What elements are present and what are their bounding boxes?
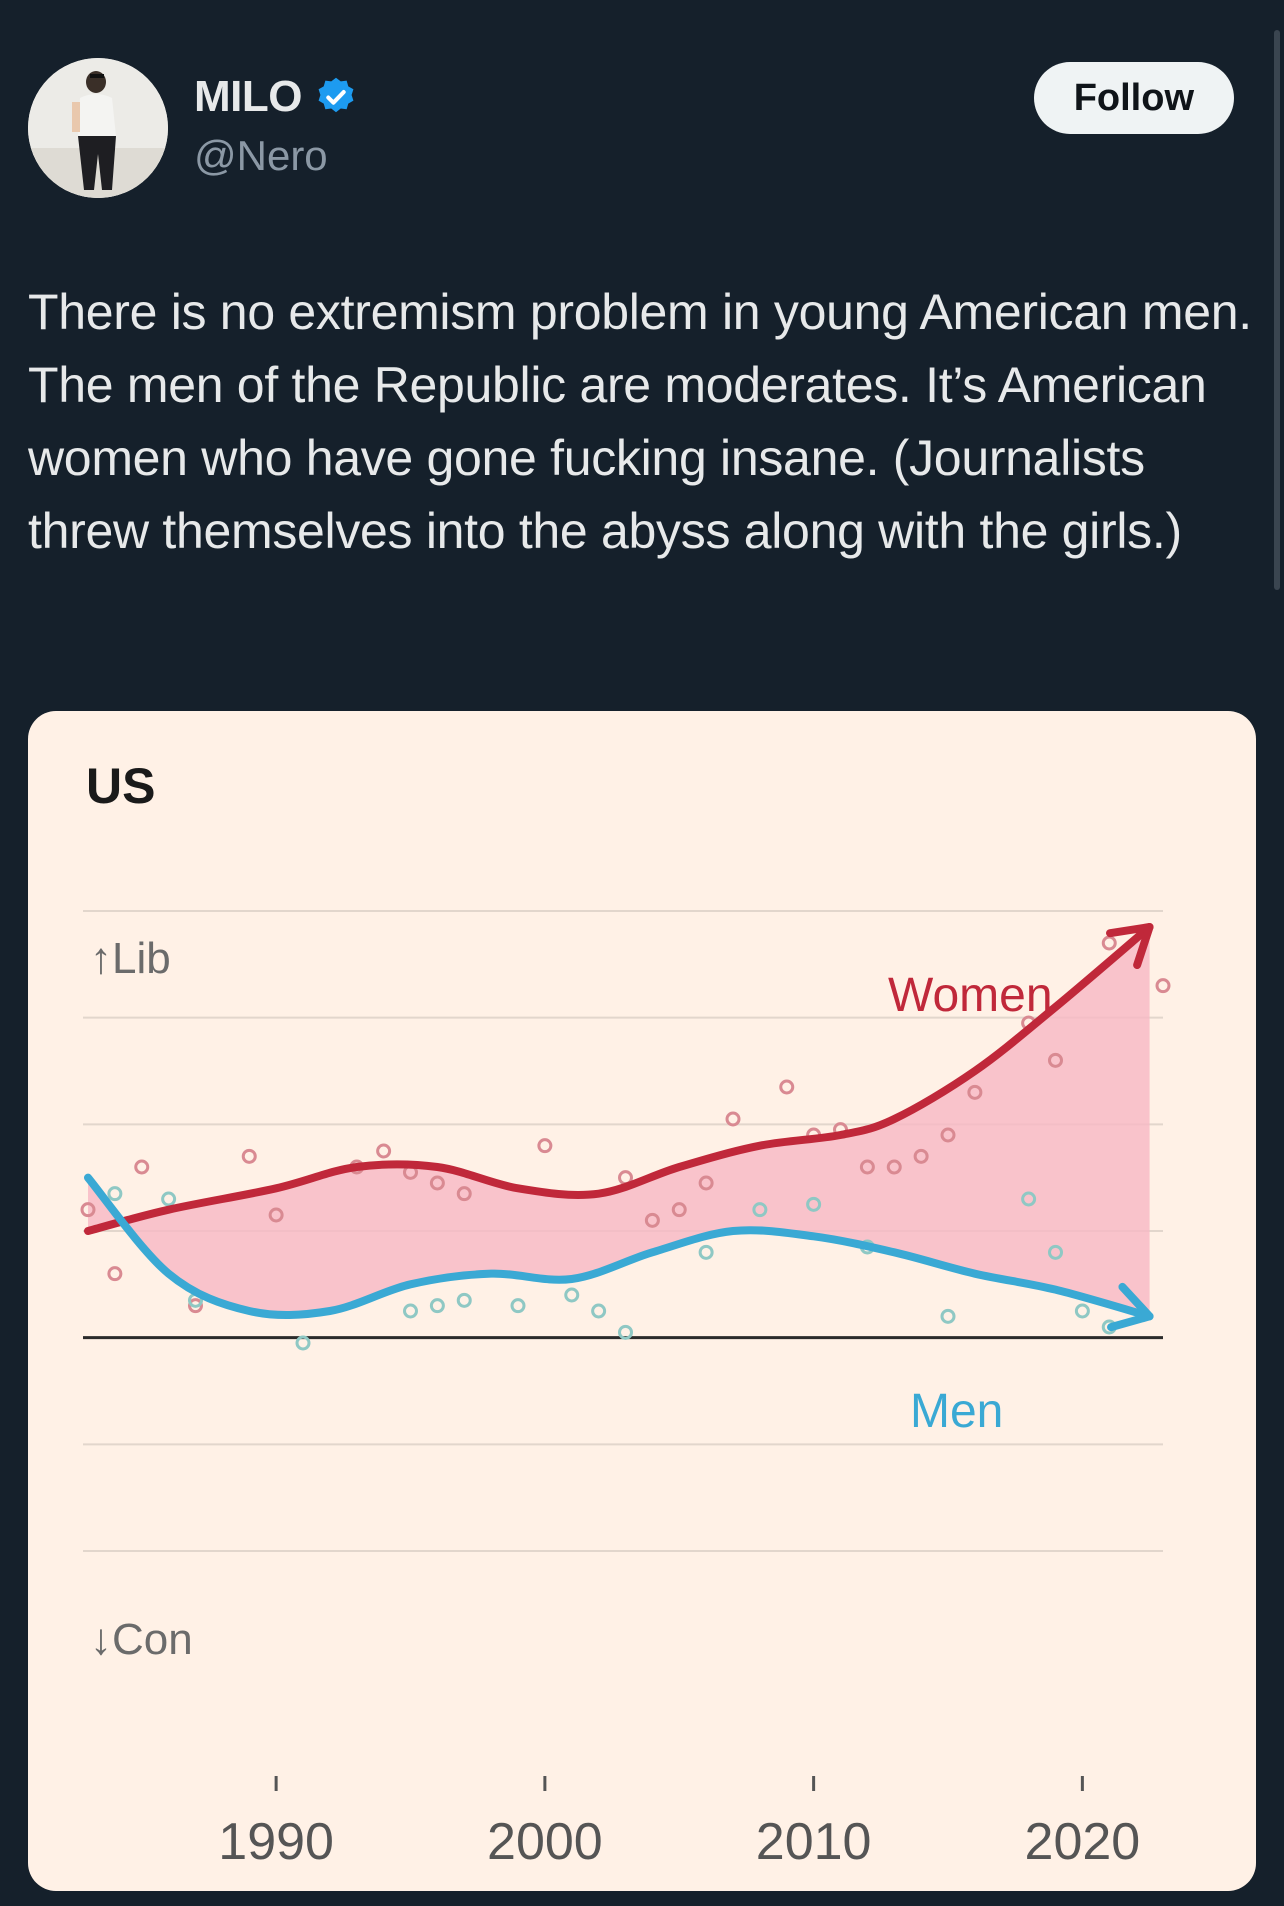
x-tick-label: 1990 xyxy=(218,1813,334,1871)
women-data-point xyxy=(913,1148,929,1164)
women-data-point xyxy=(671,1202,687,1218)
display-name-row: MILO xyxy=(194,72,358,122)
avatar[interactable] xyxy=(28,58,168,198)
women-data-point xyxy=(967,1084,983,1100)
men-data-point xyxy=(1074,1303,1090,1319)
women-data-point xyxy=(107,1266,123,1282)
verified-badge-icon xyxy=(314,75,358,119)
women-data-point xyxy=(188,1298,203,1314)
men-data-point xyxy=(618,1324,633,1340)
tweet-text: There is no extremism problem in young A… xyxy=(28,284,1265,559)
men-data-point xyxy=(1048,1244,1063,1260)
women-data-point xyxy=(456,1186,472,1202)
women-data-point xyxy=(698,1175,714,1191)
women-data-point xyxy=(80,1202,96,1218)
women-data-point xyxy=(859,1159,875,1175)
men-data-point xyxy=(752,1202,768,1218)
men-series-label: Men xyxy=(910,1385,1003,1438)
men-data-point xyxy=(591,1303,607,1319)
men-arrow-icon xyxy=(1107,1282,1154,1332)
men-data-point xyxy=(806,1196,822,1212)
men-data-point xyxy=(403,1303,418,1319)
women-data-point xyxy=(429,1175,445,1191)
x-tick-label: 2020 xyxy=(1025,1813,1141,1871)
women-data-point xyxy=(1101,935,1117,951)
men-data-point xyxy=(161,1191,177,1207)
y-axis-label-lib: ↑Lib xyxy=(90,934,171,983)
men-data-point xyxy=(456,1292,472,1308)
y-axis-label-con: ↓Con xyxy=(90,1615,193,1664)
tweet-header: MILO @Nero Follow xyxy=(28,58,1234,198)
x-tick-label: 2000 xyxy=(487,1813,603,1871)
tweet-media-chart[interactable]: US ↑Lib ↓Con Women Men 1990 2000 2010 2020 xyxy=(28,711,1256,1891)
men-data-point xyxy=(510,1298,526,1314)
women-trend-line xyxy=(84,923,1154,1235)
gap-area xyxy=(88,927,1150,1317)
women-data-point xyxy=(1155,978,1171,994)
women-data-point xyxy=(725,1111,741,1127)
chart-plot: ↑Lib ↓Con Women Men 1990 2000 2010 2020 xyxy=(80,910,1171,1871)
follow-button[interactable]: Follow xyxy=(1033,62,1234,134)
women-data-point xyxy=(779,1079,795,1095)
avatar-photo xyxy=(28,58,168,198)
women-data-point xyxy=(134,1159,150,1175)
women-data-point xyxy=(268,1207,284,1223)
women-series-label: Women xyxy=(888,969,1053,1022)
user-handle[interactable]: @Nero xyxy=(194,132,328,179)
women-data-point xyxy=(1048,1052,1063,1068)
user-names: MILO @Nero xyxy=(194,72,358,180)
men-data-point xyxy=(1021,1191,1037,1207)
men-trend-line xyxy=(84,1173,1154,1321)
x-tick-label: 2010 xyxy=(756,1813,872,1871)
men-data-point xyxy=(429,1298,445,1314)
scrollbar[interactable] xyxy=(1274,30,1280,590)
men-data-point xyxy=(940,1308,956,1324)
men-data-point xyxy=(295,1335,311,1351)
men-data-point xyxy=(564,1287,580,1303)
women-data-point xyxy=(886,1159,902,1175)
men-data-point xyxy=(107,1186,123,1202)
women-data-point xyxy=(376,1143,392,1159)
display-name[interactable]: MILO xyxy=(194,72,302,121)
men-data-point xyxy=(698,1244,714,1260)
women-data-point xyxy=(537,1138,553,1154)
women-data-point xyxy=(940,1127,956,1143)
women-data-point xyxy=(644,1212,660,1228)
women-data-point xyxy=(241,1148,257,1164)
chart-title: US xyxy=(86,758,156,814)
women-arrow-icon xyxy=(1106,923,1154,970)
